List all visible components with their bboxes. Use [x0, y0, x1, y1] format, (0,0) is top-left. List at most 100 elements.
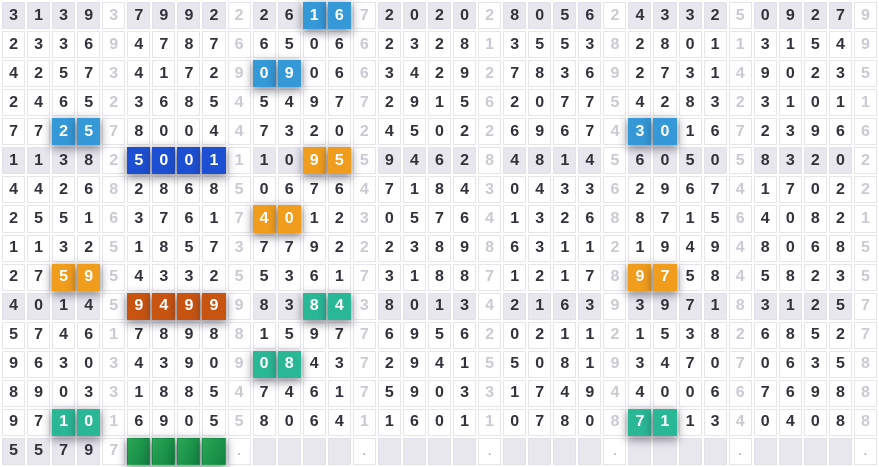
digit-cell: 0	[77, 350, 101, 378]
digit-cell: 2	[27, 60, 51, 88]
digit-cell: 9	[753, 60, 777, 88]
highlighted-digit-cell: 8	[277, 350, 301, 378]
digit-cell: 0	[202, 350, 226, 378]
digit-cell: 1	[377, 408, 401, 436]
digit-cell: 2	[453, 147, 477, 175]
digit-cell: 2	[2, 263, 26, 291]
separator-digit-cell: 3	[102, 60, 126, 88]
digit-cell: 8	[778, 321, 802, 349]
digit-cell: 8	[127, 118, 151, 146]
digit-cell: 2	[377, 350, 401, 378]
separator-digit-cell: 4	[728, 408, 752, 436]
digit-cell: 8	[427, 176, 452, 204]
digit-cell: 6	[628, 147, 652, 175]
digit-cell: 9	[703, 234, 727, 262]
digit-cell: 8	[703, 321, 727, 349]
digit-cell: 4	[127, 350, 151, 378]
digit-cell: 0	[778, 205, 802, 233]
digit-cell: 7	[578, 118, 602, 146]
highlighted-digit-cell: 1	[653, 408, 677, 436]
digit-cell: 6	[77, 321, 101, 349]
digit-cell: 7	[503, 60, 527, 88]
empty-cell	[703, 437, 727, 465]
digit-cell: 6	[778, 350, 802, 378]
digit-cell: 0	[753, 2, 777, 30]
digit-cell: 0	[678, 379, 702, 407]
separator-digit-cell: 1	[478, 408, 502, 436]
separator-digit-cell: 3	[478, 176, 502, 204]
highlighted-digit-cell: 7	[628, 408, 652, 436]
digit-cell: 2	[2, 89, 26, 117]
digit-cell: 3	[778, 147, 802, 175]
digit-cell: 1	[302, 205, 326, 233]
digit-cell: 1	[628, 321, 652, 349]
digit-cell: 4	[653, 350, 677, 378]
digit-cell: 8	[753, 147, 777, 175]
digit-cell: 5	[52, 60, 76, 88]
digit-cell: 6	[52, 89, 76, 117]
digit-cell: 5	[277, 31, 301, 59]
separator-digit-cell: 1	[478, 31, 502, 59]
separator-digit-cell: 7	[352, 263, 376, 291]
separator-digit-cell: 3	[227, 234, 251, 262]
separator-digit-cell: 5	[603, 147, 627, 175]
digit-cell: 2	[427, 60, 452, 88]
digit-cell: 7	[778, 176, 802, 204]
digit-cell: 4	[77, 292, 101, 320]
digit-cell: 3	[152, 263, 176, 291]
digit-cell: 2	[77, 234, 101, 262]
digit-cell: 2	[803, 263, 827, 291]
digit-cell: 1	[77, 205, 101, 233]
separator-digit-cell: 8	[603, 31, 627, 59]
separator-digit-cell: 1	[853, 205, 877, 233]
digit-cell: 6	[77, 176, 101, 204]
digit-cell: 7	[252, 234, 276, 262]
separator-digit-cell: 4	[478, 292, 502, 320]
separator-digit-cell: 3	[478, 379, 502, 407]
digit-cell: 1	[778, 89, 802, 117]
filled-green-cell	[127, 437, 151, 465]
digit-cell: 5	[52, 205, 76, 233]
digit-cell: 1	[52, 292, 76, 320]
digit-cell: 5	[553, 2, 577, 30]
separator-digit-cell: 8	[728, 292, 752, 320]
digit-cell: 4	[753, 205, 777, 233]
digit-cell: 8	[252, 408, 276, 436]
empty-cell	[628, 437, 652, 465]
digit-cell: 4	[127, 263, 151, 291]
digit-cell: 7	[152, 31, 176, 59]
digit-cell: 0	[828, 147, 852, 175]
digit-cell: 6	[803, 234, 827, 262]
digit-cell: 5	[803, 321, 827, 349]
digit-cell: 1	[503, 205, 527, 233]
digit-cell: 1	[402, 176, 426, 204]
digit-cell: 7	[678, 350, 702, 378]
digit-cell: 5	[653, 321, 677, 349]
highlighted-digit-cell: 4	[327, 292, 351, 320]
separator-digit-cell: 3	[102, 379, 126, 407]
digit-cell: 3	[52, 350, 76, 378]
digit-cell: 4	[402, 147, 426, 175]
digit-cell: 7	[753, 379, 777, 407]
digit-cell: 8	[177, 379, 201, 407]
digit-cell: 4	[2, 292, 26, 320]
digit-cell: 1	[553, 147, 577, 175]
separator-digit-cell: 6	[352, 31, 376, 59]
separator-digit-cell: 5	[853, 60, 877, 88]
separator-digit-cell: 6	[728, 379, 752, 407]
filled-green-cell	[152, 437, 176, 465]
separator-digit-cell: 7	[352, 350, 376, 378]
separator-digit-cell: 8	[853, 408, 877, 436]
digit-cell: 3	[628, 292, 652, 320]
separator-digit-cell: 5	[603, 89, 627, 117]
digit-cell: 0	[453, 2, 477, 30]
digit-cell: 5	[27, 205, 51, 233]
digit-cell: 0	[803, 408, 827, 436]
digit-cell: 4	[628, 89, 652, 117]
digit-cell: 8	[152, 379, 176, 407]
digit-cell: 4	[628, 2, 652, 30]
separator-digit-cell: 4	[728, 60, 752, 88]
digit-cell: 3	[77, 379, 101, 407]
digit-cell: 7	[27, 321, 51, 349]
digit-cell: 6	[152, 89, 176, 117]
